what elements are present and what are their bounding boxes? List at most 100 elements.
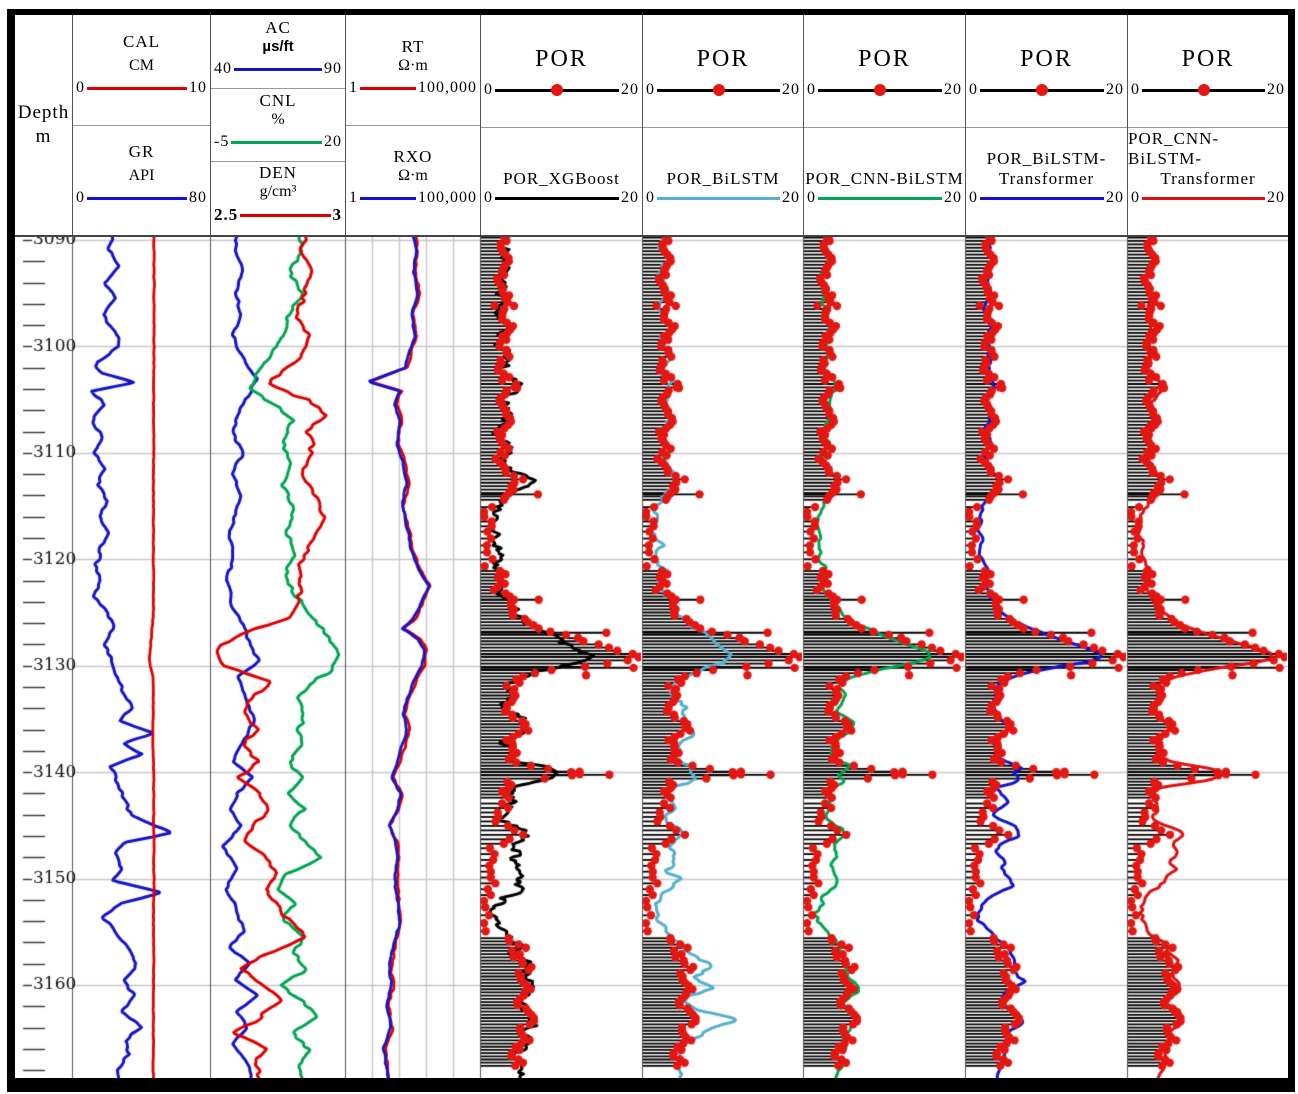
scale-max: 20 — [324, 133, 342, 150]
curve-name-label: AC — [265, 18, 291, 37]
track-header-por-bilstm: POR 0 20 POR_BiLSTM 0 20 — [642, 15, 803, 235]
scale-line — [87, 196, 187, 200]
curve-name-label: POR — [1020, 46, 1073, 72]
scale-min: 0 — [969, 81, 978, 98]
curve-unit-label: µs/ft — [262, 38, 294, 55]
scale-max: 3 — [332, 205, 342, 224]
curve-unit-label: Ω·m — [398, 167, 428, 184]
track-header-rt-rxo: RT Ω·m 1 100,000 RXO Ω·m 1 100,000 — [345, 15, 480, 235]
curve-name-label: POR — [1181, 46, 1235, 72]
scale-min: 0 — [807, 81, 816, 98]
scale-min: 0 — [969, 189, 978, 206]
scale-min: 0 — [484, 189, 493, 206]
curve-unit-label: CM — [129, 57, 154, 74]
scale-max: 20 — [1267, 81, 1285, 98]
track-header-por-cnn-bilstm-transformer: POR 0 20 POR_CNN-BiLSTM- Transformer 0 2… — [1127, 15, 1288, 235]
por-dot-icon — [551, 84, 563, 96]
scale-max: 80 — [189, 189, 207, 206]
scale-max: 20 — [782, 81, 800, 98]
scale-line — [495, 84, 619, 96]
curve-name-label: RXO — [393, 147, 433, 166]
scale-min: 2.5 — [214, 205, 239, 224]
scale-max: 100,000 — [418, 79, 477, 96]
track-header-por-bilstm-transformer: POR 0 20 POR_BiLSTM- Transformer 0 20 — [965, 15, 1127, 235]
header-cell-por: POR 0 20 — [1128, 15, 1288, 127]
curve-name-label: CNL — [259, 91, 297, 110]
scale-min: 0 — [646, 189, 655, 206]
scale-line — [1142, 196, 1265, 200]
scale-line — [240, 213, 331, 217]
scale-min: 0 — [76, 79, 85, 96]
depth-unit: m — [35, 126, 52, 147]
header-cell-por-bilstm-transformer: POR_BiLSTM- Transformer 0 20 — [966, 127, 1127, 235]
scale-line — [360, 196, 416, 200]
header-cell-por: POR 0 20 — [481, 15, 642, 127]
scale-line — [657, 196, 780, 200]
curve-name-label: DEN — [259, 163, 297, 182]
depth-column-header: Depth m — [15, 15, 72, 235]
scale-line — [980, 84, 1104, 96]
scale-min: 0 — [1131, 189, 1140, 206]
por-dot-icon — [1197, 84, 1210, 96]
curve-name-label-line2: Transformer — [1160, 169, 1256, 188]
header-cell-cnl: CNL % -5 20 — [211, 88, 345, 161]
por-dot-icon — [1036, 84, 1048, 96]
curve-name-label: POR_CNN-BiLSTM — [805, 169, 964, 188]
curve-name-label: POR_XGBoost — [503, 169, 620, 188]
curve-name-label: POR_BiLSTM — [666, 169, 780, 188]
scale-max: 20 — [1267, 189, 1285, 206]
curve-unit-label: API — [128, 167, 155, 184]
scale-max: 20 — [944, 81, 962, 98]
scale-max: 90 — [324, 60, 342, 77]
depth-title: Depth — [17, 102, 70, 123]
curve-name-label: GR — [128, 142, 155, 161]
scale-max: 20 — [1106, 81, 1124, 98]
header-cell-por: POR 0 20 — [643, 15, 803, 127]
curve-unit-label: Ω·m — [398, 57, 428, 74]
scale-min: 1 — [349, 189, 358, 206]
curve-name-label: RT — [401, 37, 425, 56]
curve-unit-label: % — [271, 111, 285, 128]
curve-name-label: POR — [696, 46, 750, 72]
scale-line — [87, 86, 187, 90]
scale-line — [360, 86, 416, 90]
header-cell-por: POR 0 20 — [966, 15, 1127, 127]
curve-name-label: CAL — [123, 32, 160, 51]
log-plot-canvas — [15, 237, 1288, 1078]
curve-name-label-line2: Transformer — [998, 169, 1095, 188]
scale-line — [657, 84, 780, 96]
log-header: Depth m CAL CM 0 10 GR API 0 80 — [15, 15, 1288, 237]
scale-max: 20 — [621, 189, 639, 206]
scale-max: 100,000 — [418, 189, 477, 206]
header-cell-rt: RT Ω·m 1 100,000 — [346, 15, 480, 125]
scale-min: 1 — [349, 79, 358, 96]
header-cell-ac: AC µs/ft 40 90 — [211, 15, 345, 88]
track-header-por-xgboost: POR 0 20 POR_XGBoost 0 20 — [480, 15, 642, 235]
header-cell-por-xgboost: POR_XGBoost 0 20 — [481, 127, 642, 235]
scale-line — [818, 84, 942, 96]
scale-line — [818, 196, 942, 200]
scale-min: 0 — [807, 189, 816, 206]
scale-min: -5 — [214, 133, 230, 150]
scale-line — [495, 196, 619, 200]
scale-max: 20 — [621, 81, 639, 98]
scale-max: 10 — [189, 79, 207, 96]
curve-name-label: POR — [858, 46, 911, 72]
scale-min: 40 — [214, 60, 232, 77]
header-cell-gr: GR API 0 80 — [73, 125, 210, 235]
header-cell-por-cnn-bilstm: POR_CNN-BiLSTM 0 20 — [804, 127, 965, 235]
header-cell-den: DEN g/cm³ 2.5 3 — [211, 161, 345, 235]
scale-max: 20 — [1106, 189, 1124, 206]
track-header-cal-gr: CAL CM 0 10 GR API 0 80 — [72, 15, 210, 235]
curve-name-label: POR — [535, 46, 588, 72]
scale-min: 0 — [1131, 81, 1140, 98]
curve-name-label: POR_BiLSTM- — [986, 149, 1107, 168]
scale-line — [234, 67, 322, 71]
track-header-ac-cnl-den: AC µs/ft 40 90 CNL % -5 20 DEN g/c — [210, 15, 345, 235]
curve-unit-label: g/cm³ — [259, 183, 297, 200]
por-dot-icon — [874, 84, 886, 96]
header-cell-por-cnn-bilstm-transformer: POR_CNN-BiLSTM- Transformer 0 20 — [1128, 127, 1288, 235]
scale-max: 20 — [782, 189, 800, 206]
header-cell-por: POR 0 20 — [804, 15, 965, 127]
header-cell-por-bilstm: POR_BiLSTM 0 20 — [643, 127, 803, 235]
